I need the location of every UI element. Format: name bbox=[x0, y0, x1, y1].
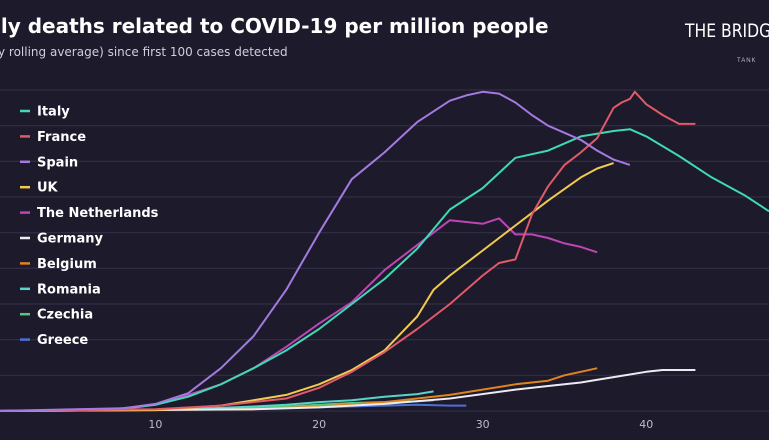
legend-label: France bbox=[37, 130, 86, 145]
legend-label: Greece bbox=[37, 333, 88, 348]
series-line-germany bbox=[0, 369, 696, 412]
x-tick-label: 40 bbox=[639, 418, 653, 431]
x-tick-label: 30 bbox=[476, 418, 490, 431]
logo-sub: TANK bbox=[737, 58, 757, 64]
series-line-the-netherlands bbox=[0, 217, 598, 412]
chart-subtitle: y rolling average) since first 100 cases… bbox=[0, 45, 288, 59]
chart-title: ily deaths related to COVID-19 per milli… bbox=[0, 14, 549, 38]
legend-label: Spain bbox=[37, 155, 78, 170]
series-line-romania bbox=[0, 390, 434, 412]
legend-label: Italy bbox=[37, 105, 70, 120]
series-line-italy bbox=[0, 128, 769, 412]
legend-label: Romania bbox=[37, 282, 101, 297]
legend-label: UK bbox=[37, 181, 59, 196]
bridge-tank-logo: THE BRIDGE TANK bbox=[685, 20, 769, 68]
legend-label: Czechia bbox=[37, 308, 93, 323]
logo-text: THE BRIDGE bbox=[685, 20, 769, 42]
legend-label: Germany bbox=[37, 232, 103, 247]
series-line-france bbox=[0, 90, 696, 412]
legend-label: Belgium bbox=[37, 257, 97, 272]
series-lines bbox=[0, 90, 769, 412]
legend-label: The Netherlands bbox=[37, 206, 159, 221]
series-line-uk bbox=[0, 162, 614, 412]
legend: Italy France Spain UK The Netherlands Germany… bbox=[20, 105, 159, 348]
x-axis-ticks: 10 20 30 40 bbox=[148, 418, 653, 431]
gridlines bbox=[0, 89, 769, 412]
series-line-spain bbox=[0, 90, 631, 412]
x-tick-label: 20 bbox=[312, 418, 326, 431]
x-tick-label: 10 bbox=[148, 418, 162, 431]
